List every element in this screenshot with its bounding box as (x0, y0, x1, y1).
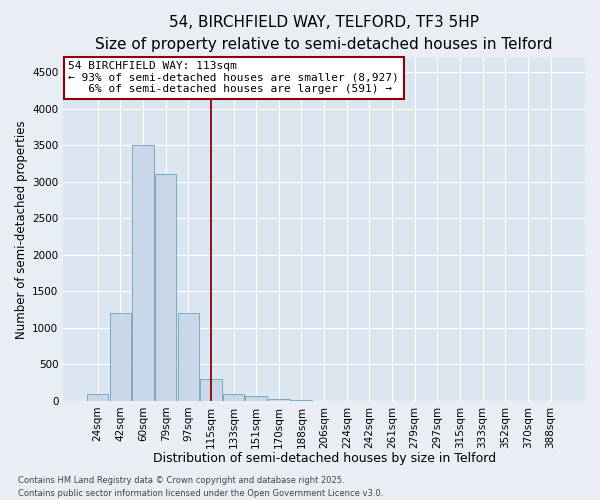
Bar (200, 379, 221, 401)
Bar (132, 145, 154, 401)
Bar (245, 396, 267, 401)
Title: 54, BIRCHFIELD WAY, TELFORD, TF3 5HP
Size of property relative to semi-detached : 54, BIRCHFIELD WAY, TELFORD, TF3 5HP Siz… (95, 15, 553, 52)
Bar (155, 174, 176, 401)
Bar (268, 398, 290, 401)
Text: Contains HM Land Registry data © Crown copyright and database right 2025.
Contai: Contains HM Land Registry data © Crown c… (18, 476, 383, 498)
Y-axis label: Number of semi-detached properties: Number of semi-detached properties (15, 120, 28, 338)
Text: 54 BIRCHFIELD WAY: 113sqm
← 93% of semi-detached houses are smaller (8,927)
   6: 54 BIRCHFIELD WAY: 113sqm ← 93% of semi-… (68, 61, 399, 94)
Bar (87, 394, 109, 401)
Bar (223, 394, 244, 401)
Bar (178, 313, 199, 401)
X-axis label: Distribution of semi-detached houses by size in Telford: Distribution of semi-detached houses by … (152, 452, 496, 465)
Bar (110, 313, 131, 401)
